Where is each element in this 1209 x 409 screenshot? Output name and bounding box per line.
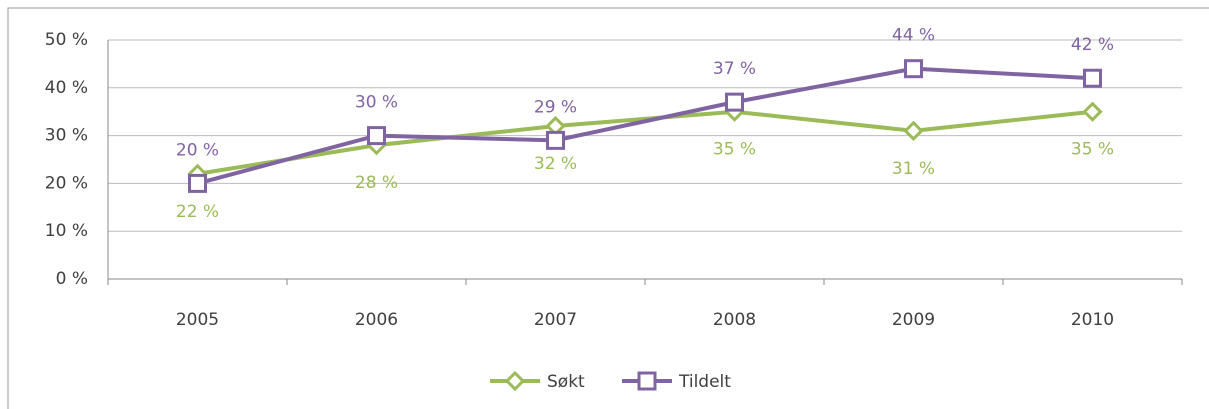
data-label: 35 % (1071, 140, 1114, 160)
data-label: 31 % (892, 159, 935, 179)
y-tick-label: 40 % (45, 78, 88, 98)
point (904, 59, 923, 79)
point (725, 92, 744, 112)
point (367, 126, 386, 146)
y-tick-label: 50 % (45, 30, 88, 50)
y-tick-label: 10 % (45, 221, 88, 241)
data-label: 32 % (534, 154, 577, 174)
data-label: 20 % (176, 140, 219, 160)
y-tick-label: 30 % (45, 126, 88, 146)
x-tick-label: 2008 (713, 310, 756, 330)
series-line (197, 109, 1093, 176)
legend-label: Tildelt (678, 372, 731, 392)
legend-label: Søkt (547, 372, 585, 392)
y-tick-label: 20 % (45, 173, 88, 193)
data-label: 22 % (176, 202, 219, 222)
data-label: 28 % (355, 173, 398, 193)
point (504, 370, 526, 392)
point (188, 173, 207, 193)
series-line (196, 66, 1093, 186)
x-tick-label: 2009 (892, 310, 935, 330)
data-label: 29 % (534, 97, 577, 117)
x-tick-label: 2006 (355, 310, 398, 330)
point (903, 120, 924, 141)
point (546, 130, 565, 150)
point (1082, 101, 1103, 122)
x-tick-label: 2010 (1071, 310, 1114, 330)
data-label: 44 % (892, 26, 935, 46)
data-label: 30 % (355, 93, 398, 113)
x-tick-label: 2005 (176, 310, 219, 330)
data-label: 37 % (713, 59, 756, 79)
chart-frame (7, 7, 1209, 409)
point (1083, 68, 1102, 88)
data-label: 35 % (713, 140, 756, 160)
y-tick-label: 0 % (56, 269, 88, 289)
x-tick-label: 2007 (534, 310, 577, 330)
data-label: 42 % (1071, 35, 1114, 55)
point (637, 371, 657, 391)
